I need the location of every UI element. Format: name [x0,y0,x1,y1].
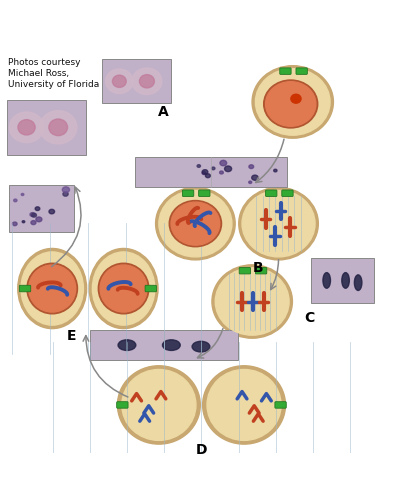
Ellipse shape [18,120,35,135]
Ellipse shape [118,366,200,444]
Bar [9,185,74,232]
Ellipse shape [132,68,162,94]
Ellipse shape [100,265,147,312]
Text: D: D [196,442,207,456]
FancyBboxPatch shape [117,402,128,408]
Ellipse shape [36,217,42,222]
Ellipse shape [239,188,318,260]
Ellipse shape [264,80,318,128]
Ellipse shape [192,342,210,352]
Ellipse shape [105,69,133,94]
FancyBboxPatch shape [275,402,286,408]
Ellipse shape [212,265,292,338]
Ellipse shape [18,248,87,328]
Ellipse shape [252,66,333,138]
Ellipse shape [342,272,349,288]
Ellipse shape [155,188,235,260]
Ellipse shape [21,252,83,325]
Bar [311,258,374,302]
Ellipse shape [62,187,70,192]
Ellipse shape [212,167,215,170]
Ellipse shape [225,166,232,172]
Ellipse shape [242,190,315,257]
FancyBboxPatch shape [20,286,31,292]
Text: A: A [158,105,168,119]
Ellipse shape [169,200,221,246]
Ellipse shape [22,220,25,223]
Ellipse shape [112,75,126,88]
Ellipse shape [28,265,76,312]
Ellipse shape [206,174,210,178]
Ellipse shape [162,340,180,350]
Ellipse shape [31,220,36,224]
Ellipse shape [98,263,149,314]
Ellipse shape [49,210,55,214]
FancyBboxPatch shape [256,268,267,274]
Ellipse shape [220,160,227,166]
Ellipse shape [249,181,252,184]
Bar [135,156,287,187]
Ellipse shape [354,275,362,290]
FancyBboxPatch shape [239,268,251,274]
FancyBboxPatch shape [199,190,210,196]
FancyBboxPatch shape [282,190,293,196]
Ellipse shape [89,248,158,328]
Ellipse shape [21,194,24,196]
Ellipse shape [249,165,254,168]
Ellipse shape [220,171,223,174]
FancyBboxPatch shape [182,190,194,196]
Ellipse shape [323,272,330,288]
FancyBboxPatch shape [145,286,156,292]
Bar [90,330,238,360]
FancyBboxPatch shape [265,190,277,196]
Ellipse shape [256,68,330,135]
Ellipse shape [30,212,35,216]
Ellipse shape [35,207,40,210]
Ellipse shape [27,263,77,314]
Ellipse shape [274,169,277,172]
Ellipse shape [122,370,196,440]
Text: C: C [304,311,314,325]
Ellipse shape [215,268,289,335]
Text: B: B [253,260,264,274]
Bar [7,100,86,154]
Ellipse shape [171,202,220,245]
Ellipse shape [291,94,301,103]
Ellipse shape [49,119,68,136]
Ellipse shape [32,213,37,217]
Ellipse shape [203,366,285,444]
Ellipse shape [202,170,208,174]
Ellipse shape [202,172,206,174]
Ellipse shape [118,340,136,350]
Ellipse shape [140,74,154,88]
Text: Photos courtesy
Michael Ross,
University of Florida: Photos courtesy Michael Ross, University… [8,58,99,89]
FancyBboxPatch shape [280,68,291,74]
Ellipse shape [14,199,17,202]
Ellipse shape [13,222,17,226]
Ellipse shape [9,112,44,142]
Ellipse shape [39,110,77,144]
Ellipse shape [252,175,258,180]
Ellipse shape [92,252,155,325]
FancyBboxPatch shape [296,68,307,74]
Ellipse shape [159,190,232,257]
Ellipse shape [197,164,201,168]
Ellipse shape [265,82,316,126]
Ellipse shape [63,192,68,196]
Text: E: E [67,329,77,343]
Bar [102,60,171,103]
Ellipse shape [207,370,281,440]
